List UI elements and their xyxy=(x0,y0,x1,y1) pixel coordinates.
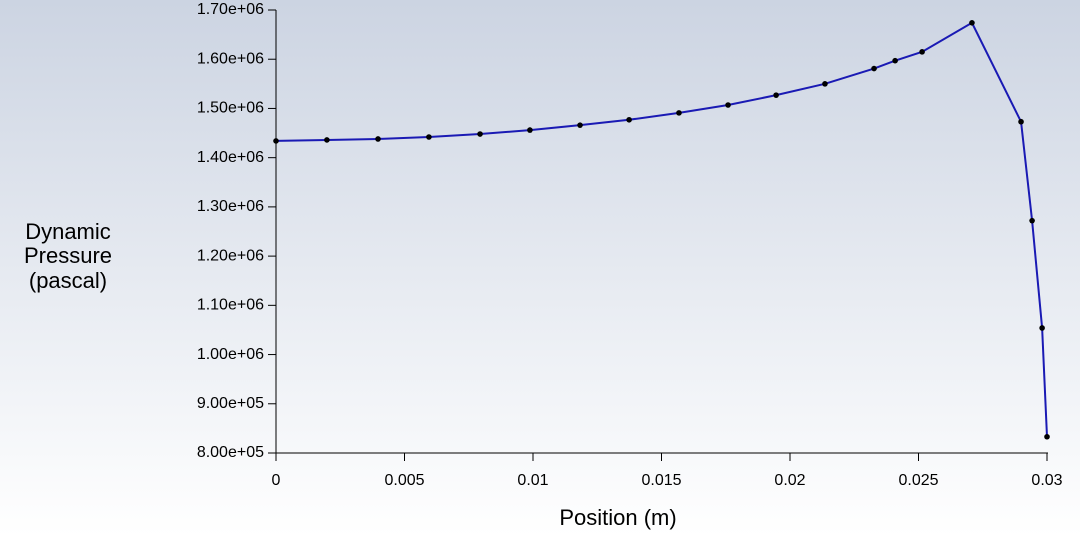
data-point xyxy=(1039,325,1045,331)
data-point xyxy=(375,136,381,142)
data-point xyxy=(919,49,925,55)
data-point xyxy=(273,138,279,144)
data-point xyxy=(892,57,898,64)
data-point xyxy=(626,116,632,123)
data-point xyxy=(1044,433,1050,440)
data-point xyxy=(426,134,432,140)
y-tick-label: 8.00e+05 xyxy=(197,444,264,461)
data-point xyxy=(676,110,682,116)
y-tick-label: 1.30e+06 xyxy=(197,198,264,215)
y-tick-label: 1.40e+06 xyxy=(197,149,264,166)
y-tick-label: 1.10e+06 xyxy=(197,297,264,314)
y-tick-label: 1.70e+06 xyxy=(197,1,264,18)
x-tick-label: 0.005 xyxy=(384,472,424,489)
x-tick-label: 0.025 xyxy=(898,472,938,489)
data-point xyxy=(1029,217,1035,224)
data-point xyxy=(725,102,731,108)
data-point xyxy=(871,65,877,72)
data-point xyxy=(527,127,533,133)
y-axis-title: Dynamic xyxy=(25,219,111,244)
data-point xyxy=(1018,118,1024,125)
x-axis-title: Position (m) xyxy=(559,505,676,530)
data-point xyxy=(477,131,483,137)
y-tick-label: 1.50e+06 xyxy=(197,100,264,117)
x-tick-label: 0.02 xyxy=(774,472,805,489)
data-line xyxy=(275,21,1048,437)
data-point xyxy=(577,122,583,128)
y-axis-title: (pascal) xyxy=(29,268,107,293)
data-point xyxy=(324,137,330,143)
y-tick-label: 1.20e+06 xyxy=(197,247,264,264)
x-tick-label: 0.03 xyxy=(1031,472,1062,489)
x-tick-label: 0 xyxy=(272,472,281,489)
data-point xyxy=(773,92,779,98)
y-tick-label: 9.00e+05 xyxy=(197,395,264,412)
data-point xyxy=(969,19,975,26)
x-tick-label: 0.01 xyxy=(517,472,548,489)
y-axis-title: Pressure xyxy=(24,243,112,268)
y-tick-label: 1.00e+06 xyxy=(197,346,264,363)
y-tick-label: 1.60e+06 xyxy=(197,50,264,67)
x-tick-label: 0.015 xyxy=(641,472,681,489)
data-point xyxy=(822,81,828,87)
